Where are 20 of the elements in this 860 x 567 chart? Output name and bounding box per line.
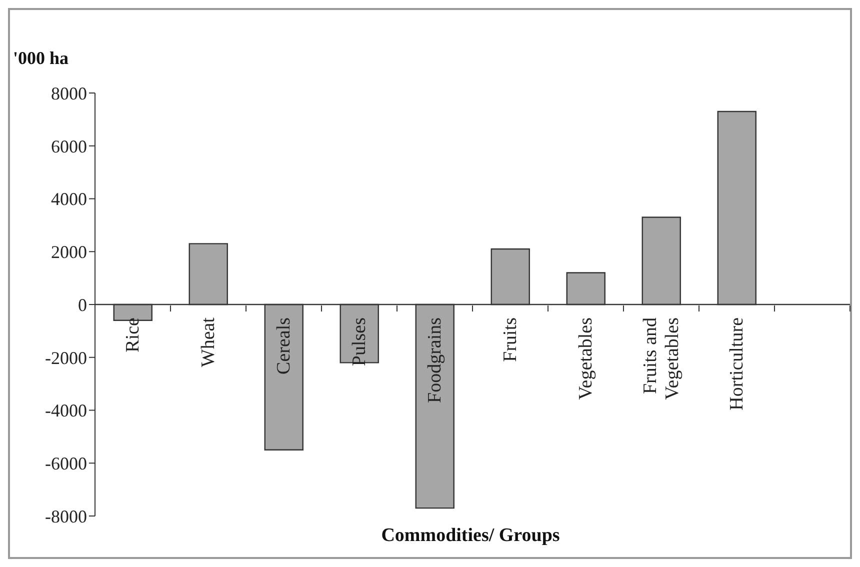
x-tick-label: Foodgrains xyxy=(424,318,446,403)
x-tick-label: Fruits xyxy=(500,318,521,362)
y-tick-label: 4000 xyxy=(51,189,87,210)
y-tick-label: -6000 xyxy=(45,454,87,474)
x-tick-label: Cereals xyxy=(273,318,294,374)
y-tick-label: 2000 xyxy=(51,242,87,262)
y-tick-label: 8000 xyxy=(51,83,87,104)
y-tick-label: -4000 xyxy=(45,400,87,421)
y-tick-label: -8000 xyxy=(45,506,87,526)
y-tick-label: -2000 xyxy=(45,348,87,368)
y-axis-title: '000 ha xyxy=(13,48,69,69)
y-tick-label: 0 xyxy=(78,294,87,315)
x-tick-label: Vegetables xyxy=(575,318,596,400)
y-tick-label: 6000 xyxy=(51,136,87,156)
x-tick-label: Wheat xyxy=(198,316,219,368)
x-tick-label: Rice xyxy=(122,318,144,352)
x-axis-title: Commodities/ Groups xyxy=(380,525,561,547)
x-tick-label: Fruits and Vegetables xyxy=(640,317,683,400)
x-tick-label: Horticulture xyxy=(726,318,748,410)
x-tick-label: Pulses xyxy=(348,318,370,366)
